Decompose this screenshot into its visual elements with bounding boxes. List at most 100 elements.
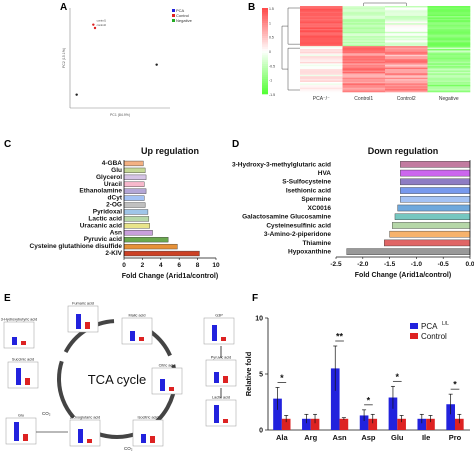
b-heatmap-cell <box>342 60 386 63</box>
c-category-label: Uracanic acid <box>80 222 122 229</box>
b-heatmap-cell <box>342 81 386 84</box>
f-bar-pca <box>302 418 311 430</box>
b-heatmap-cell <box>385 64 428 67</box>
c-category-label: 2-KIV <box>105 250 122 257</box>
e-mini-bar-control <box>223 419 228 423</box>
c-x-tick-label: 10 <box>212 262 220 269</box>
b-heatmap-cell <box>342 21 386 24</box>
f-bar-pca <box>273 398 282 430</box>
e-mini-bar-control <box>85 322 90 329</box>
c-title: Up regulation <box>141 146 199 156</box>
b-heatmap-cell <box>427 56 471 58</box>
e-metabolite-label: 2-Oxoglutaric acid <box>70 416 101 420</box>
b-heatmap-cell <box>385 6 428 8</box>
b-scale-tick: 0.5 <box>269 36 274 40</box>
b-scale-segment <box>262 25 268 28</box>
e-mini-bar-pca <box>16 368 21 385</box>
d-category-label: XC0016 <box>308 205 332 212</box>
e-center-label: TCA cycle <box>88 372 147 387</box>
f-category-label: Asn <box>332 433 347 442</box>
e-mini-bar-control <box>21 341 26 345</box>
b-heatmap-cell <box>342 41 386 44</box>
b-heatmap-cell <box>342 49 386 51</box>
b-heatmap-cell <box>385 89 428 91</box>
b-scale-segment <box>262 89 268 93</box>
d-x-tick-label: -0.5 <box>438 261 450 268</box>
b-heatmap-cell <box>300 83 343 86</box>
b-heatmap-cell <box>385 76 428 78</box>
b-heatmap-cell <box>342 37 386 40</box>
d-category-label: Hypoxanthine <box>288 249 331 256</box>
b-heatmap-cell <box>342 66 386 68</box>
b-heatmap-cell <box>300 67 343 70</box>
b-heatmap-cell <box>300 49 343 51</box>
a-inset-label: control1 <box>97 18 107 22</box>
a-x-label: PC1 (84.9%) <box>110 113 130 117</box>
b-scale-segment <box>262 16 268 20</box>
a-point <box>75 93 78 96</box>
f-legend-entry-control: Control <box>421 332 447 341</box>
b-scale-segment <box>262 12 268 15</box>
b-heatmap-cell <box>300 74 343 77</box>
b-heatmap-cell <box>427 34 471 37</box>
d-category-label: Galactosamine Glucosamine <box>242 214 331 221</box>
b-heatmap-cell <box>385 28 428 31</box>
b-heatmap-cell <box>300 80 343 83</box>
b-heatmap-cell <box>385 40 428 43</box>
f-significance-marker: * <box>367 395 371 405</box>
e-metabolite-box <box>69 419 101 447</box>
b-scale-segment <box>262 27 268 30</box>
b-heatmap-cell <box>385 27 428 30</box>
b-heatmap-cell <box>385 21 428 24</box>
b-heatmap-cell <box>427 43 471 45</box>
b-heatmap-cell <box>300 50 343 53</box>
e-metabolite-box <box>151 367 183 395</box>
b-heatmap-cell <box>300 40 343 43</box>
a-y-label: PC2 (15.1%) <box>62 48 66 68</box>
b-scale-segment <box>262 78 268 82</box>
b-heatmap-cell <box>427 74 471 77</box>
b-heatmap-cell <box>385 7 428 10</box>
b-heatmap-cell <box>300 13 343 15</box>
b-heatmap-cell <box>385 79 428 81</box>
b-heatmap-cell <box>385 87 428 90</box>
c-category-label: dCyt <box>108 195 123 202</box>
b-heatmap-cell <box>342 70 386 73</box>
b-heatmap-cell <box>300 14 343 17</box>
b-heatmap-cell <box>385 31 428 34</box>
b-heatmap-cell <box>300 46 343 48</box>
b-heatmap-cell <box>342 84 386 87</box>
d-category-label: Isethionic acid <box>286 187 331 194</box>
b-scale-segment <box>262 76 268 80</box>
d-category-label: S-Sulfocysteine <box>282 179 331 186</box>
d-title: Down regulation <box>368 146 439 156</box>
f-legend-swatch-control <box>410 333 418 339</box>
b-heatmap-cell <box>385 53 428 56</box>
b-heatmap-cell <box>427 30 471 33</box>
b-heatmap-cell <box>427 40 471 43</box>
b-heatmap-cell <box>300 26 343 28</box>
b-heatmap-cell <box>385 8 428 11</box>
b-heatmap-cell <box>427 20 471 23</box>
b-heatmap-cell <box>427 16 471 18</box>
f-bar-control <box>454 418 464 430</box>
b-heatmap-cell <box>427 50 471 53</box>
b-heatmap-cell <box>427 10 471 13</box>
b-scale-segment <box>262 72 268 75</box>
b-heatmap-cell <box>385 60 428 63</box>
e-mini-bar-control <box>223 376 228 383</box>
b-heatmap-cell <box>385 84 428 87</box>
a-legend-swatch <box>172 19 175 22</box>
b-heatmap-cell <box>342 33 386 35</box>
b-scale-segment <box>262 20 268 24</box>
b-scale-segment <box>262 31 268 35</box>
b-heatmap-cell <box>385 80 428 83</box>
b-heatmap-cell <box>342 14 386 17</box>
b-heatmap-cell <box>385 20 428 23</box>
b-heatmap-cell <box>385 13 428 15</box>
c-category-label: Lactic acid <box>88 215 122 222</box>
b-heatmap-cell <box>300 8 343 11</box>
b-heatmap-cell <box>427 90 471 93</box>
b-heatmap-cell <box>427 23 471 25</box>
b-heatmap-cell <box>427 83 471 86</box>
